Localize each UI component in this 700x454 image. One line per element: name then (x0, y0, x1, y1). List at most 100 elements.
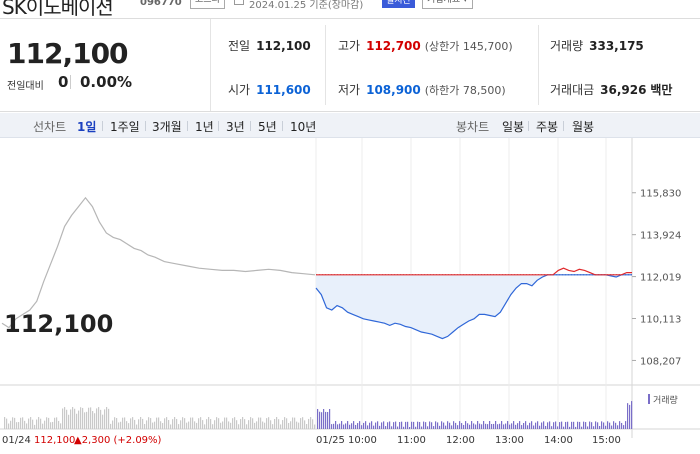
volume-bar (248, 420, 250, 429)
volume-bar (469, 424, 471, 429)
volume-bar (268, 417, 270, 429)
volume-bar (523, 422, 525, 429)
volume-bar (623, 425, 625, 429)
tab-daily-candle[interactable]: 일봉 (502, 120, 525, 134)
volume-bar (613, 421, 615, 429)
volume-bar (353, 421, 355, 429)
tab-5year[interactable]: 5년 (258, 120, 277, 134)
divider (187, 121, 188, 131)
volume-bar (124, 417, 126, 429)
volume-bar (525, 421, 527, 429)
volume-bar (162, 423, 164, 429)
tab-monthly-candle[interactable]: 월봉 (572, 120, 595, 134)
price-chart-svg: 115,830 113,924 112,019 110,113 108,207 거래량 01… (0, 138, 700, 446)
volume-bar (435, 421, 437, 429)
volume-bar (481, 424, 483, 429)
volume-bar (102, 414, 104, 429)
company-overview-button[interactable]: 기업개요 ▾ (422, 0, 473, 9)
volume-bar (401, 421, 403, 429)
volume-bar (302, 417, 304, 429)
volume-bar (583, 421, 585, 429)
volume-bar (377, 421, 379, 429)
volume-bar (545, 425, 547, 429)
volume-bar (619, 421, 621, 429)
tab-10year[interactable]: 10년 (290, 120, 317, 134)
volume-bar (208, 417, 210, 429)
volume-bar (294, 417, 296, 429)
volume-bar (327, 412, 329, 429)
volume-bar (531, 421, 533, 429)
volume-bar (126, 421, 128, 429)
line-chart-label: 선차트 (33, 120, 67, 134)
market-badge[interactable]: 코스피 (190, 0, 225, 9)
x-tick-label: 10:00 (348, 435, 377, 446)
price-chart[interactable]: 115,830 113,924 112,019 110,113 108,207 거래량 01… (0, 138, 700, 450)
volume-bar (54, 417, 56, 429)
volume-bar (166, 417, 168, 429)
volume-bar (399, 422, 401, 429)
volume-bar (228, 421, 230, 429)
tab-1day[interactable]: 1일 (77, 120, 97, 134)
chart-price-overlay: 112,100 (4, 310, 113, 338)
volume-bar (411, 421, 413, 429)
tab-3month[interactable]: 3개월 (152, 120, 182, 134)
volume-bar (288, 422, 290, 429)
volume-bar (491, 424, 493, 429)
open-value: 111,600 (256, 83, 311, 97)
volume-bar (505, 423, 507, 429)
volume-bar (381, 422, 383, 429)
volume-bar (463, 424, 465, 429)
volume-bar (84, 412, 86, 429)
volume-bar (461, 423, 463, 429)
volume-bar (511, 423, 513, 429)
volume-bar (178, 424, 180, 429)
volume-bar (393, 422, 395, 429)
volume-bar (561, 421, 563, 429)
volume-bar (407, 421, 409, 429)
volume-bar (74, 408, 76, 429)
volume-bar (593, 426, 595, 429)
volume-bar (541, 422, 543, 429)
volume-bar (6, 418, 8, 429)
divider (70, 75, 71, 89)
volume-bar (603, 422, 605, 429)
volume-bar (152, 422, 154, 429)
volume-bar (597, 422, 599, 429)
low-value: 108,900 (366, 83, 421, 97)
volume-bar (24, 420, 26, 429)
volume-bar (333, 423, 335, 429)
volume-bar (198, 418, 200, 429)
volume-bar (214, 420, 216, 429)
volume-bar (304, 420, 306, 429)
volume-bar (160, 421, 162, 429)
volume-bar (270, 420, 272, 429)
volume-bar (467, 423, 469, 429)
chart-period-tabs: 선차트 1일 1주일 3개월 1년 3년 5년 10년 봉차트 일봉 주봉 월봉 (0, 113, 700, 138)
volume-bar (563, 426, 565, 429)
volume-bar (513, 421, 515, 429)
volume-bar (363, 422, 365, 429)
tab-weekly-candle[interactable]: 주봉 (536, 120, 559, 134)
volume-bar (345, 423, 347, 429)
volume-bar (631, 401, 633, 429)
tab-3year[interactable]: 3년 (226, 120, 245, 134)
volume-bar (391, 426, 393, 429)
volume-bar (264, 422, 266, 429)
volume-bar (437, 422, 439, 429)
volume-bar (150, 418, 152, 429)
volume-bar (40, 418, 42, 429)
realtime-button[interactable]: 실시간 (382, 0, 415, 8)
volume-bar (308, 418, 310, 429)
volume-bar (138, 419, 140, 429)
tab-1week[interactable]: 1주일 (110, 120, 140, 134)
volume-bar (134, 419, 136, 429)
tab-1year[interactable]: 1년 (195, 120, 214, 134)
volume-bar (200, 417, 202, 429)
volume-bar (120, 421, 122, 429)
volume-bar (282, 420, 284, 429)
volume-bar (36, 419, 38, 429)
prev-day-series (1, 196, 316, 329)
volume-bar (210, 419, 212, 429)
volume-bar (52, 421, 54, 429)
volume-bar (106, 407, 108, 429)
